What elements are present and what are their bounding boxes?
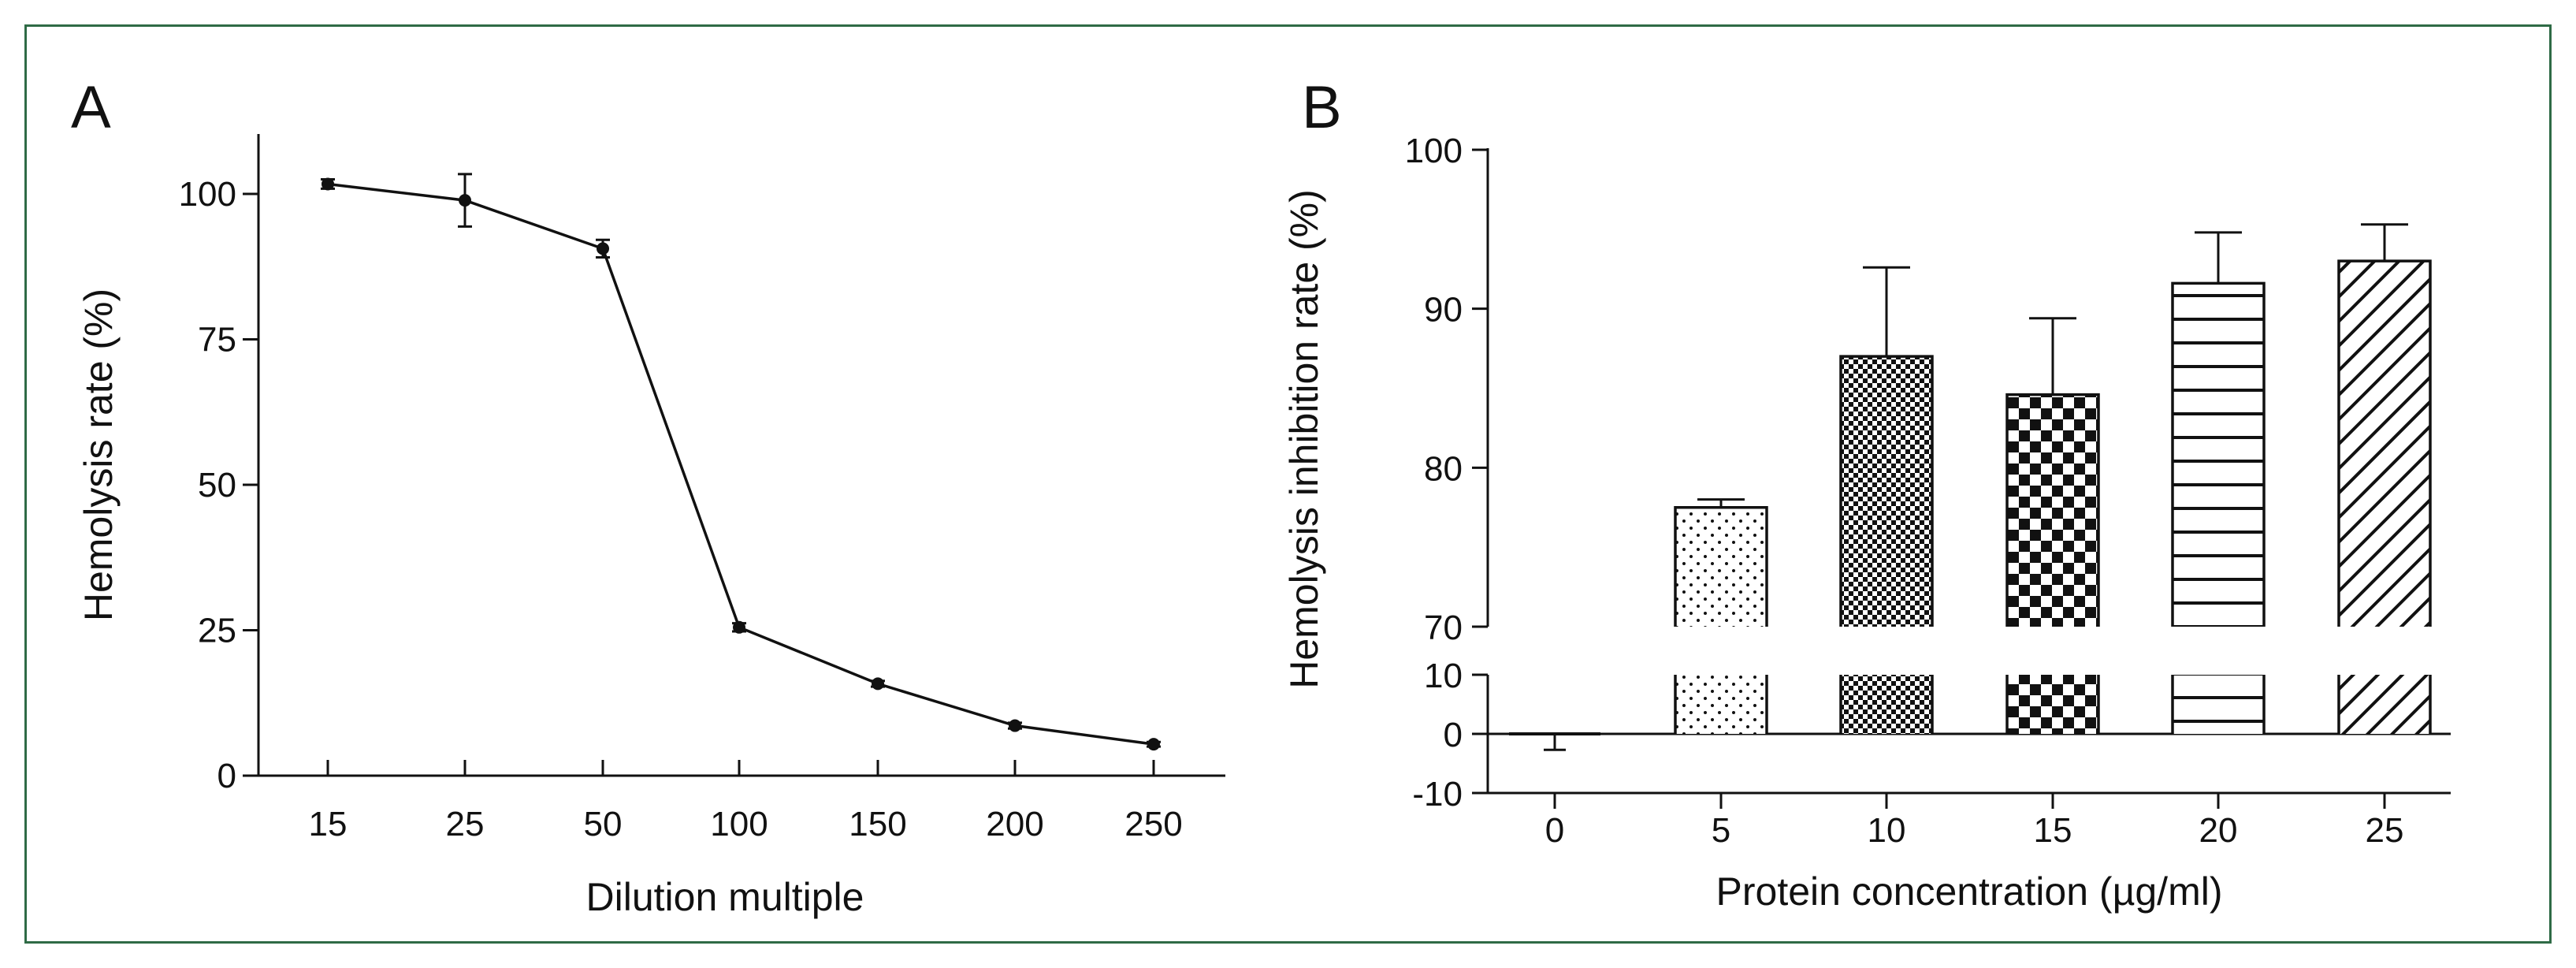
panel-a-label: A (71, 74, 111, 141)
panel-a-ytick-label: 100 (179, 175, 236, 214)
panel-b-chart: B -10 0 10 70 80 90 100 0 5 10 15 20 25 Protein con… (1282, 74, 2451, 914)
panel-b-ytick-label: 100 (1405, 132, 1463, 170)
panel-b-bar-lower (1675, 675, 1767, 734)
panel-a-data-point (1147, 738, 1160, 751)
panel-b-xtick-label: 5 (1712, 811, 1730, 850)
panel-b-ytick-label: 10 (1424, 657, 1463, 695)
panel-a-xtick-label: 15 (309, 805, 348, 843)
panel-b-y-label: Hemolysis inhibition rate (%) (1282, 189, 1326, 689)
panel-b-xtick-label: 10 (1868, 811, 1906, 850)
panel-b-bar-outline (1839, 355, 1934, 627)
panel-b-bar-lower (1841, 675, 1932, 734)
panel-a-ytick-label: 0 (217, 757, 236, 795)
panel-b-ytick-label: 90 (1424, 291, 1463, 329)
panel-a-ytick-label: 75 (198, 321, 236, 359)
panel-a-xtick-label: 25 (446, 805, 485, 843)
panel-a-x-label: Dilution multiple (586, 875, 864, 919)
panel-a-xtick-label: 50 (584, 805, 623, 843)
panel-a-xtick-label: 200 (986, 805, 1043, 843)
panel-b-x-label: Protein concentration (µg/ml) (1716, 869, 2223, 914)
figure-frame (24, 24, 2552, 944)
panel-a-y-label: Hemolysis rate (%) (76, 289, 121, 621)
panel-b-bar (1841, 356, 1932, 627)
panel-b-ytick-label: 0 (1444, 716, 1463, 754)
panel-b-bar-lower (2173, 675, 2264, 734)
panel-b-bar (1675, 507, 1767, 627)
panel-b-bar-outline (2005, 393, 2100, 627)
panel-a-xtick-label: 100 (710, 805, 768, 843)
panel-b-bar-lower-edge (1839, 675, 1934, 734)
panel-b-bar-lower-edge (2171, 675, 2266, 734)
panel-b-bar-lower-edge (2005, 675, 2100, 734)
panel-b-bar-outline (2337, 259, 2432, 627)
panel-b-xtick-label: 0 (1545, 811, 1564, 850)
panel-a-data-point (872, 677, 884, 691)
panel-b-bar (2173, 283, 2264, 627)
panel-b-bar-lower-edge (1674, 675, 1768, 734)
panel-b-bar-lower (2339, 675, 2430, 734)
panel-b-xtick-label: 25 (2366, 811, 2404, 850)
panel-a-series-line (327, 182, 1154, 746)
panel-b-bar (2339, 261, 2430, 627)
panel-a-xtick-label: 150 (849, 805, 906, 843)
panel-a-ytick-label: 50 (198, 466, 236, 504)
panel-b-ytick-label: -10 (1412, 775, 1463, 813)
panel-b-xtick-label: 15 (2034, 811, 2072, 850)
panel-a-data-point (459, 194, 471, 207)
panel-a-xtick-label: 250 (1124, 805, 1182, 843)
panel-b-ytick-label: 70 (1424, 609, 1463, 647)
panel-b-xtick-label: 20 (2199, 811, 2238, 850)
panel-a-data-point (597, 242, 609, 255)
panel-a-ytick-label: 25 (198, 612, 236, 650)
panel-b-bar-lower (2007, 675, 2098, 734)
panel-a-chart: A 0 25 50 75 100 15 25 50 100 150 200 250 Dilution… (71, 74, 1225, 919)
panel-b-bar (2007, 394, 2098, 627)
panel-a-data-point (1009, 719, 1021, 732)
panel-b-ytick-label: 80 (1424, 449, 1463, 488)
panel-b-label: B (1302, 74, 1342, 141)
panel-a-data-point (322, 177, 334, 191)
panel-a-data-point (733, 620, 745, 634)
panel-b-bar-lower-edge (2337, 675, 2432, 734)
